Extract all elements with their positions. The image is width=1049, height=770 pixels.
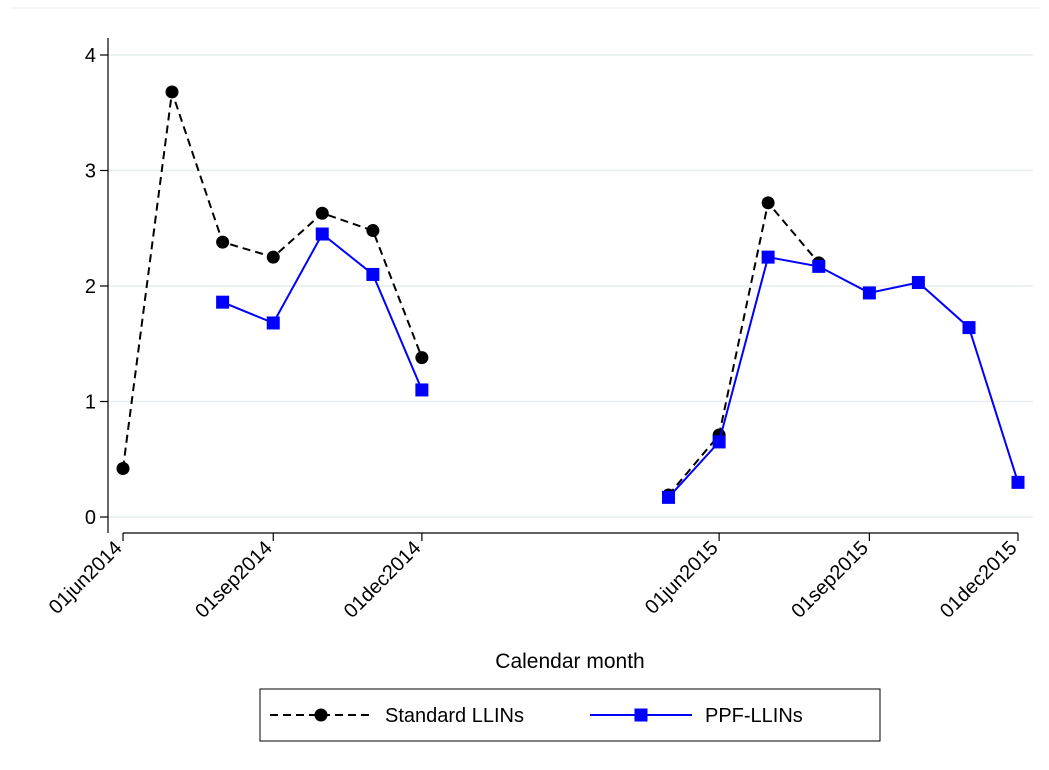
axes: 0 1 2 3 4 01jun2014 01sep2014 01dec2014 01jun201… <box>45 38 1022 623</box>
x-tick-label: 01jun2014 <box>45 537 127 619</box>
data-point-circle <box>415 351 429 365</box>
data-point-square <box>812 259 826 273</box>
data-point-square <box>266 316 280 330</box>
x-tick-label: 01dec2014 <box>340 537 426 623</box>
data-point-circle <box>761 196 775 210</box>
data-point-circle <box>266 250 280 264</box>
data-point-square <box>1011 475 1025 489</box>
x-tick-label: 01sep2014 <box>191 537 277 623</box>
series-2 <box>216 227 1025 504</box>
data-point-square <box>216 295 230 309</box>
x-tick-label: 01dec2015 <box>936 537 1022 623</box>
data-point-square <box>862 286 876 300</box>
data-point-square <box>315 227 329 241</box>
y-tick-label: 4 <box>85 45 96 67</box>
series-group <box>116 85 1025 504</box>
data-point-square <box>911 276 925 290</box>
legend-marker-circle <box>314 708 328 722</box>
x-tick-label: 01jun2015 <box>641 537 723 619</box>
y-tick-label: 3 <box>85 161 96 183</box>
y-tick-label: 0 <box>85 507 96 529</box>
data-point-square <box>962 321 976 335</box>
data-point-square <box>366 267 380 281</box>
data-point-square <box>661 490 675 504</box>
series-line <box>222 232 423 391</box>
data-point-square <box>415 383 429 397</box>
legend-marker-square <box>634 708 648 722</box>
data-point-circle <box>366 224 380 238</box>
x-axis-label: Calendar month <box>495 650 644 673</box>
y-tick-label: 1 <box>85 392 96 414</box>
legend: Standard LLINs PPF-LLINs <box>259 688 881 742</box>
grid-lines <box>108 54 1033 518</box>
legend-item-1: Standard LLINs <box>270 705 524 727</box>
x-tick-label: 01sep2015 <box>787 537 873 623</box>
data-point-circle <box>216 235 230 249</box>
legend-label: Standard LLINs <box>385 705 524 727</box>
series-line <box>667 255 1019 499</box>
series-line <box>667 200 820 496</box>
y-tick-label: 2 <box>85 276 96 298</box>
data-point-square <box>712 435 726 449</box>
data-point-circle <box>116 461 130 475</box>
data-point-square <box>761 250 775 264</box>
data-point-circle <box>315 206 329 220</box>
data-point-circle <box>165 85 179 99</box>
legend-item-2: PPF-LLINs <box>590 705 803 727</box>
legend-label: PPF-LLINs <box>705 705 803 727</box>
